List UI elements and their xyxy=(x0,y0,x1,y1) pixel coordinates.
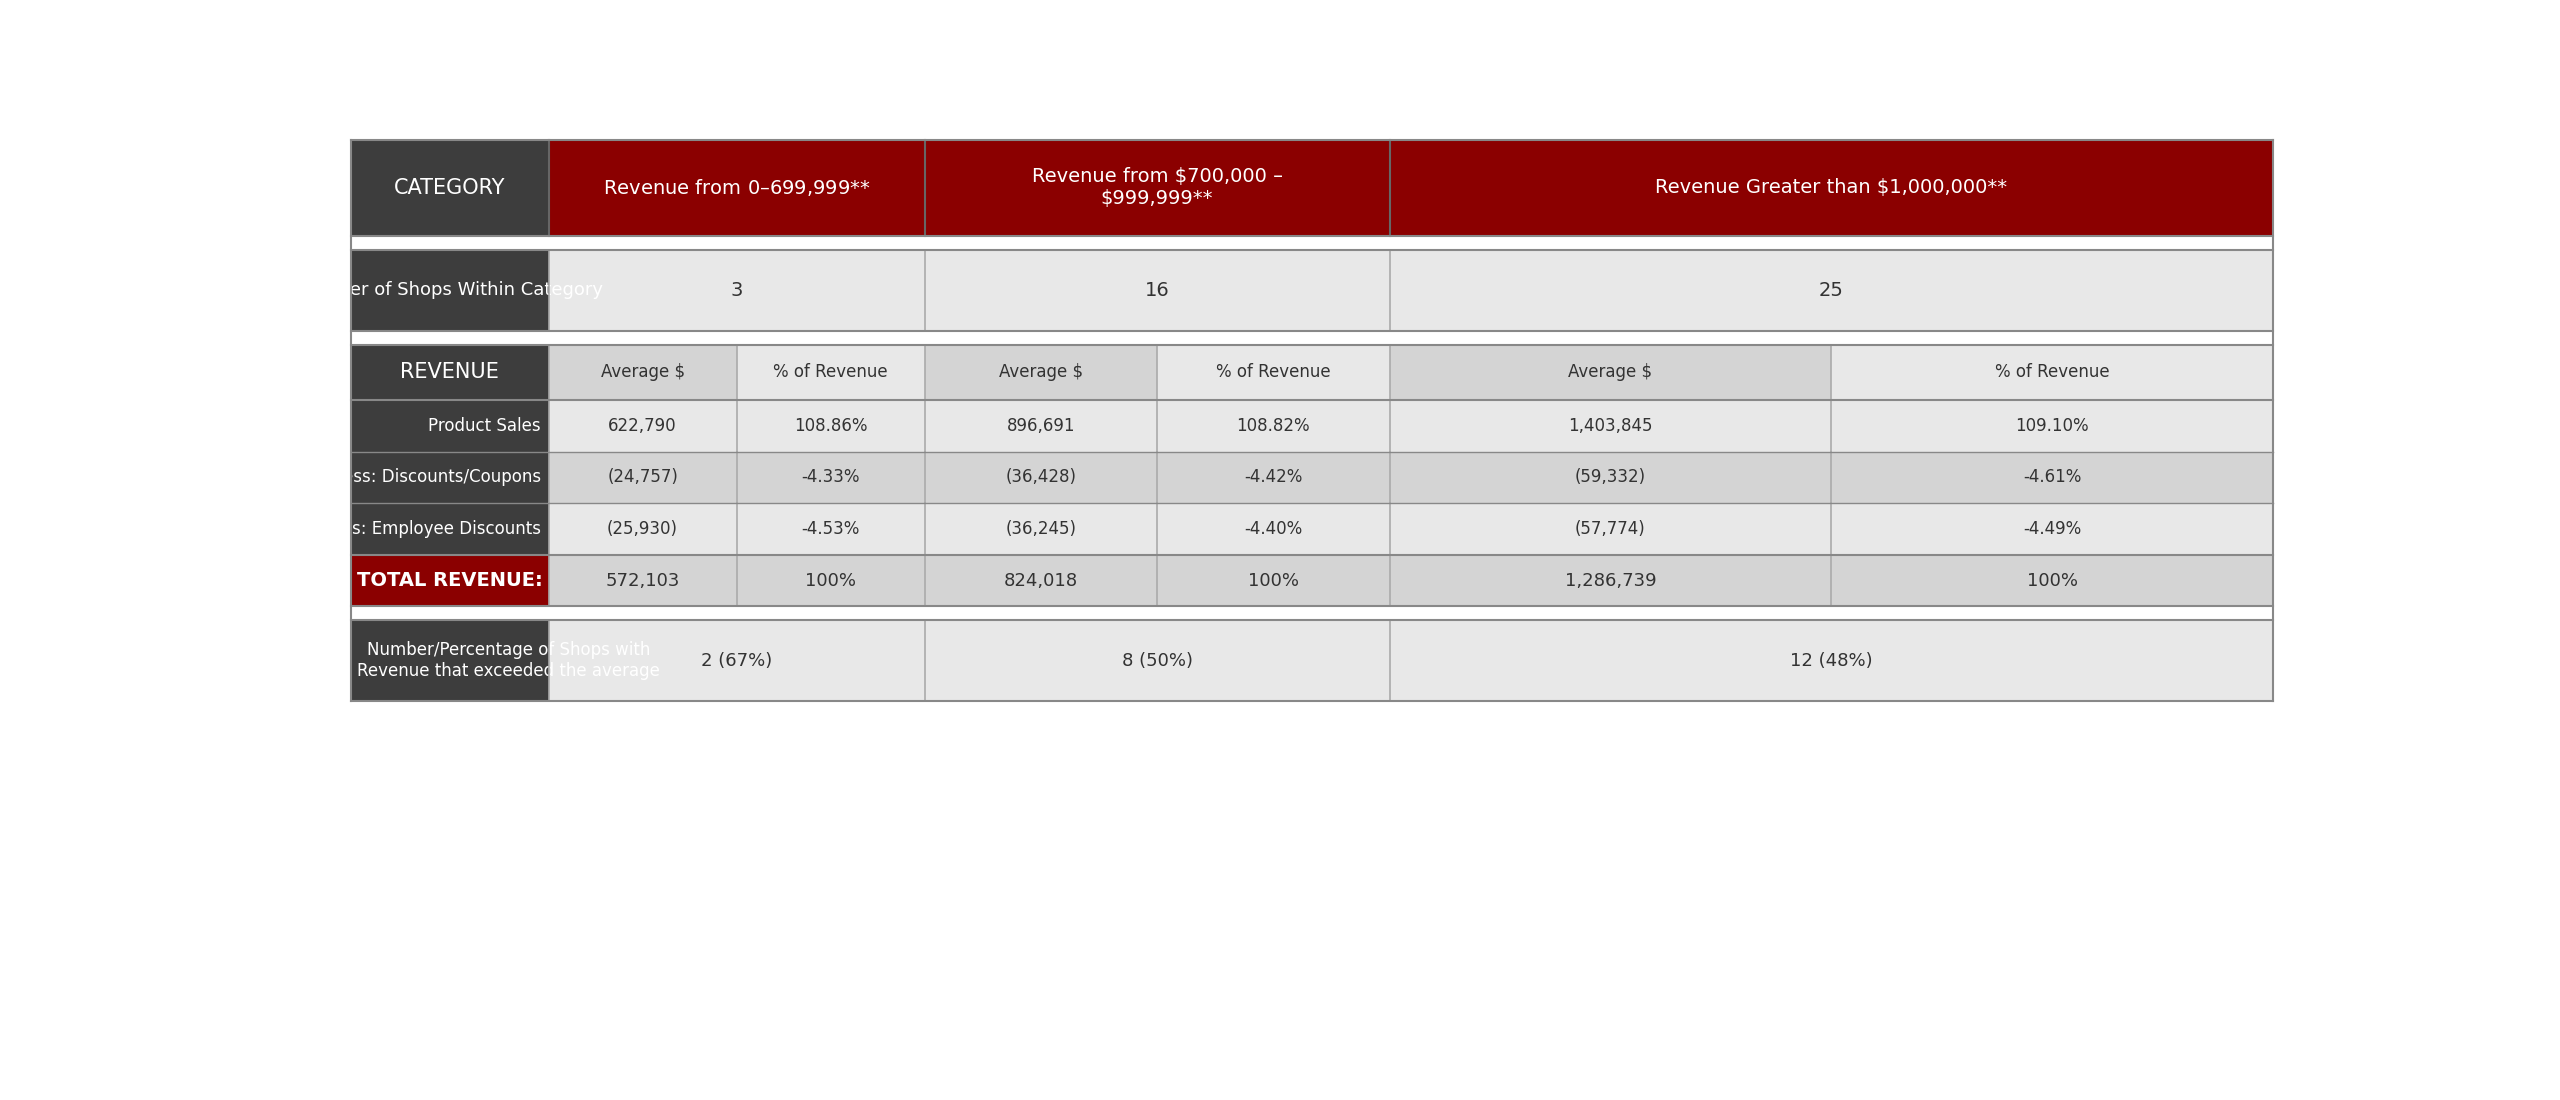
Text: (24,757): (24,757) xyxy=(607,469,678,486)
Text: 25: 25 xyxy=(1818,280,1843,299)
Bar xyxy=(1830,344,2273,400)
Text: 100%: 100% xyxy=(1247,572,1298,590)
Bar xyxy=(351,331,2273,344)
Text: -4.61%: -4.61% xyxy=(2022,469,2081,486)
Text: % of Revenue: % of Revenue xyxy=(1216,363,1331,382)
Text: 622,790: 622,790 xyxy=(609,417,676,434)
Bar xyxy=(351,554,548,606)
Bar xyxy=(351,620,548,701)
Text: 1,286,739: 1,286,739 xyxy=(1564,572,1656,590)
Text: Revenue from $0 – $699,999**: Revenue from $0 – $699,999** xyxy=(602,177,870,198)
Text: REVENUE: REVENUE xyxy=(399,362,499,382)
Bar xyxy=(1390,140,2273,235)
Text: 100%: 100% xyxy=(2028,572,2079,590)
Text: 16: 16 xyxy=(1144,280,1170,299)
Text: Less: Employee Discounts: Less: Employee Discounts xyxy=(325,520,540,538)
Text: -4.42%: -4.42% xyxy=(1244,469,1303,486)
Text: 8 (50%): 8 (50%) xyxy=(1121,651,1193,670)
Bar xyxy=(548,451,2273,503)
Text: -4.40%: -4.40% xyxy=(1244,520,1303,538)
Text: (57,774): (57,774) xyxy=(1574,520,1646,538)
Bar xyxy=(737,344,924,400)
Bar xyxy=(351,344,548,400)
Bar xyxy=(924,140,1390,235)
Bar xyxy=(548,400,2273,451)
Text: 1,403,845: 1,403,845 xyxy=(1569,417,1654,434)
Text: 3: 3 xyxy=(730,280,742,299)
Text: Average $: Average $ xyxy=(1569,363,1651,382)
Bar xyxy=(351,451,548,503)
Text: -4.49%: -4.49% xyxy=(2022,520,2081,538)
Text: Average $: Average $ xyxy=(602,363,684,382)
Bar xyxy=(548,344,737,400)
Bar xyxy=(351,503,548,554)
Text: 824,018: 824,018 xyxy=(1004,572,1078,590)
Text: 572,103: 572,103 xyxy=(604,572,681,590)
Text: CATEGORY: CATEGORY xyxy=(394,178,504,198)
Text: (36,428): (36,428) xyxy=(1006,469,1075,486)
Text: 108.82%: 108.82% xyxy=(1236,417,1311,434)
Bar xyxy=(1390,344,1830,400)
Text: % of Revenue: % of Revenue xyxy=(773,363,888,382)
Text: Product Sales: Product Sales xyxy=(428,417,540,434)
Bar xyxy=(548,503,2273,554)
Bar xyxy=(351,235,2273,250)
Text: 12 (48%): 12 (48%) xyxy=(1789,651,1871,670)
Text: TOTAL REVENUE:: TOTAL REVENUE: xyxy=(356,571,543,590)
Text: 100%: 100% xyxy=(804,572,855,590)
Text: Revenue Greater than $1,000,000**: Revenue Greater than $1,000,000** xyxy=(1656,178,2007,197)
Text: (59,332): (59,332) xyxy=(1574,469,1646,486)
Text: 2 (67%): 2 (67%) xyxy=(701,651,773,670)
Bar xyxy=(351,250,548,331)
Text: -4.33%: -4.33% xyxy=(801,469,860,486)
Bar xyxy=(351,606,2273,620)
Text: Average $: Average $ xyxy=(998,363,1083,382)
Bar xyxy=(351,140,548,235)
Text: (25,930): (25,930) xyxy=(607,520,678,538)
Text: -4.53%: -4.53% xyxy=(801,520,860,538)
Text: Less: Discounts/Coupons: Less: Discounts/Coupons xyxy=(333,469,540,486)
Text: 896,691: 896,691 xyxy=(1006,417,1075,434)
Text: Number/Percentage of Shops with
Revenue that exceeded the average: Number/Percentage of Shops with Revenue … xyxy=(358,641,660,680)
Bar xyxy=(548,620,2273,701)
Bar xyxy=(351,400,548,451)
Text: (36,245): (36,245) xyxy=(1006,520,1075,538)
Bar xyxy=(548,250,2273,331)
Text: Number of Shops Within Category: Number of Shops Within Category xyxy=(297,282,604,299)
Text: % of Revenue: % of Revenue xyxy=(1994,363,2109,382)
Text: 109.10%: 109.10% xyxy=(2015,417,2089,434)
Bar xyxy=(924,344,1157,400)
Bar xyxy=(548,140,924,235)
Text: 108.86%: 108.86% xyxy=(794,417,868,434)
Bar xyxy=(1157,344,1390,400)
Bar xyxy=(548,554,2273,606)
Text: Revenue from $700,000 –
$999,999**: Revenue from $700,000 – $999,999** xyxy=(1032,167,1283,208)
